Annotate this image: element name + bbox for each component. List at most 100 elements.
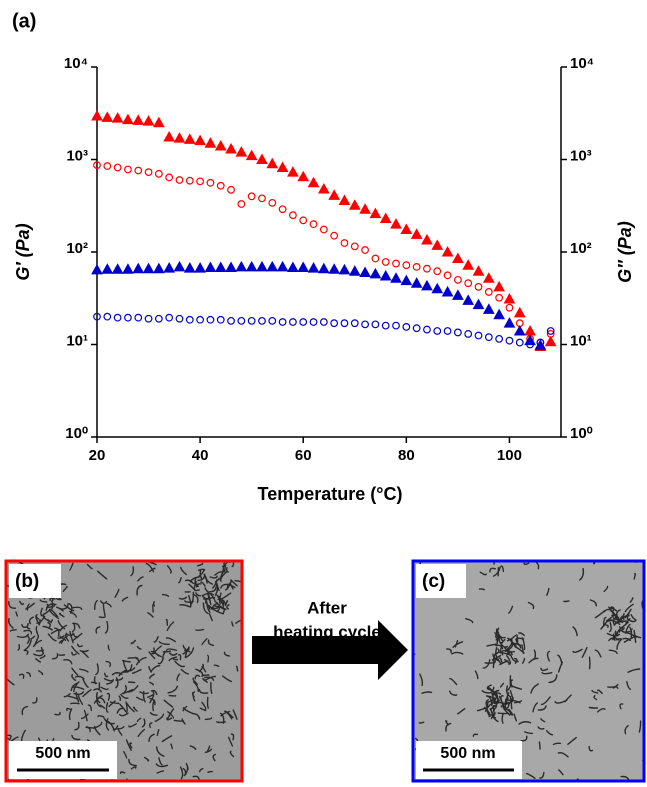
fibril [145,562,155,573]
data-point [319,318,328,326]
fibril [105,702,109,713]
data-point [276,260,289,272]
fibril [47,622,51,628]
fibril [630,613,637,621]
fibril [136,717,142,723]
fibril [158,757,163,766]
fibril [189,745,197,750]
fibril [623,636,636,643]
fibril [528,657,539,664]
y2-tick-label: 10⁰ [570,425,593,442]
fibril [71,606,83,610]
fibril [104,620,109,634]
fibril [182,707,194,715]
micrograph-c: (c) 500 nm [411,559,646,783]
fibril [204,587,209,593]
fibril [518,721,532,725]
data-point [278,205,287,214]
fibril [496,648,500,655]
fibril [20,729,26,743]
data-point [134,166,143,175]
fibril [493,561,496,565]
data-point [297,261,310,272]
fibril [69,630,74,644]
data-point [93,161,101,169]
data-point [410,277,423,288]
data-point [493,280,505,292]
fibril [213,664,220,667]
fibril [479,571,487,576]
data-point [196,315,205,324]
fibril [500,565,505,572]
fibril [513,713,518,722]
fibril [137,576,144,582]
fibril [87,704,92,711]
data-point [206,178,215,187]
fibril [641,599,644,609]
fibril [162,650,171,653]
fibril [492,690,497,703]
fibril [100,600,108,605]
arrow [252,620,408,680]
fibril [495,635,502,641]
data-point [289,211,297,220]
fibril [153,636,159,643]
data-point [330,231,339,240]
fibril [91,681,98,684]
data-point [482,272,495,283]
data-point [266,260,279,272]
data-point [237,200,246,208]
fibril [223,651,230,657]
fibril [615,638,622,641]
micrograph-border [4,559,244,783]
fibril [25,602,35,610]
fibril [49,609,60,620]
data-point [122,113,134,125]
fibril [70,702,80,705]
fibril [98,696,106,704]
data-point [526,340,534,349]
data-point [268,316,277,325]
data-point [297,170,310,182]
fibril [495,644,504,650]
data-point [503,293,516,304]
fibril [202,602,209,614]
fibril [627,668,641,673]
fibril [102,604,106,617]
x-tick-label: 80 [398,447,415,464]
fibril [219,606,226,611]
data-point [307,262,320,273]
data-point [287,261,299,272]
fibril [198,688,209,694]
fibril [30,635,36,640]
fibril [552,742,562,746]
fibril [418,721,425,724]
fibril [195,628,205,632]
fibril [161,593,170,597]
fibril [94,600,98,610]
data-point [183,133,196,144]
fibril [166,717,173,721]
fibril [523,561,530,566]
data-point [338,194,351,206]
fibril [486,687,492,691]
fibril [232,709,238,720]
data-point [410,228,423,239]
data-point [472,265,485,276]
fibril [132,706,138,712]
fibril [219,569,225,582]
fibril [32,697,38,704]
fibril [125,701,128,714]
data-point [185,176,194,185]
fibril [18,673,25,679]
fibril [9,629,17,632]
data-point [493,308,505,320]
fibril [167,708,175,720]
fibril [161,735,173,743]
fibril [73,633,79,638]
fibril [6,736,11,741]
fibril [612,633,616,641]
data-point [183,262,196,273]
fibril [201,701,207,711]
data-point [268,198,277,207]
